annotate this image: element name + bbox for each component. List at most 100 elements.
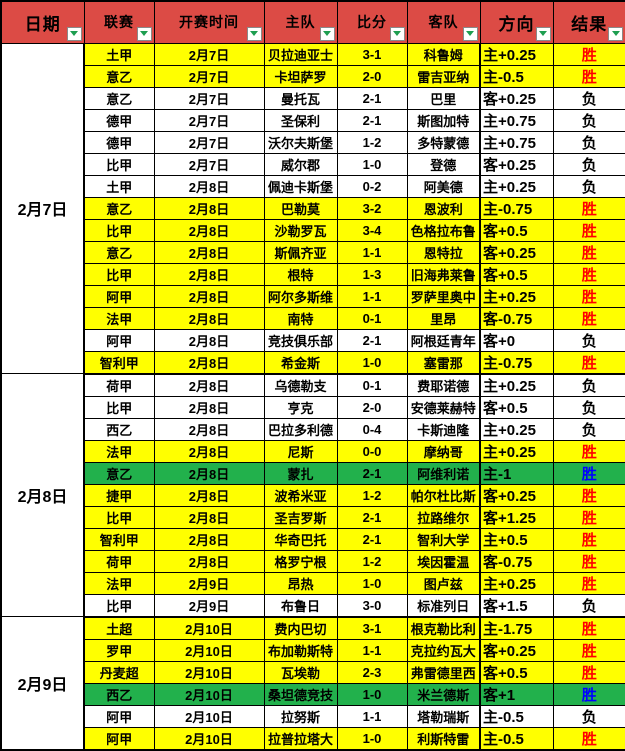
cell-home[interactable]: 蒙扎 — [263, 461, 338, 485]
cell-score[interactable]: 1-2 — [336, 549, 408, 573]
cell-league[interactable]: 比甲 — [83, 593, 155, 618]
cell-league[interactable]: 比甲 — [83, 395, 155, 419]
cell-result[interactable]: 负 — [552, 328, 625, 352]
cell-score[interactable]: 1-2 — [336, 483, 408, 507]
date-group-cell[interactable]: 2月9日 — [0, 616, 85, 750]
cell-direction[interactable]: 客+1.25 — [479, 505, 554, 529]
cell-score[interactable]: 2-0 — [336, 64, 408, 88]
column-header-result[interactable]: 结果 — [552, 0, 625, 44]
cell-score[interactable]: 1-1 — [336, 638, 408, 662]
cell-league[interactable]: 智利甲 — [83, 350, 155, 375]
cell-score[interactable]: 1-1 — [336, 284, 408, 308]
date-group-cell[interactable]: 2月8日 — [0, 373, 85, 617]
cell-result[interactable]: 胜 — [552, 505, 625, 529]
cell-away[interactable]: 旧海弗莱鲁 — [406, 262, 481, 286]
cell-home[interactable]: 沙勒罗瓦 — [263, 218, 338, 242]
filter-button-home[interactable] — [319, 26, 335, 41]
cell-league[interactable]: 比甲 — [83, 262, 155, 286]
cell-direction[interactable]: 主-0.75 — [479, 196, 554, 220]
cell-home[interactable]: 卡坦萨罗 — [263, 64, 338, 88]
cell-direction[interactable]: 主+0.25 — [479, 42, 554, 66]
cell-away[interactable]: 标准列日 — [406, 593, 481, 618]
cell-score[interactable]: 2-1 — [336, 328, 408, 352]
cell-league[interactable]: 意乙 — [83, 86, 155, 110]
cell-home[interactable]: 圣吉罗斯 — [263, 505, 338, 529]
cell-result[interactable]: 胜 — [552, 196, 625, 220]
cell-away[interactable]: 利斯特雷 — [406, 726, 481, 751]
cell-direction[interactable]: 客+0.25 — [479, 483, 554, 507]
cell-home[interactable]: 昂热 — [263, 571, 338, 595]
cell-direction[interactable]: 主+0.25 — [479, 417, 554, 441]
cell-score[interactable]: 2-1 — [336, 461, 408, 485]
cell-away[interactable]: 科鲁姆 — [406, 42, 481, 66]
cell-league[interactable]: 德甲 — [83, 108, 155, 132]
cell-result[interactable]: 胜 — [552, 439, 625, 463]
cell-home[interactable]: 佩迪卡斯堡 — [263, 174, 338, 198]
cell-away[interactable]: 阿根廷青年 — [406, 328, 481, 352]
cell-score[interactable]: 3-0 — [336, 593, 408, 618]
cell-home[interactable]: 波希米亚 — [263, 483, 338, 507]
cell-score[interactable]: 2-1 — [336, 527, 408, 551]
cell-league[interactable]: 荷甲 — [83, 373, 155, 397]
cell-score[interactable]: 2-1 — [336, 505, 408, 529]
cell-direction[interactable]: 客-0.75 — [479, 306, 554, 330]
cell-away[interactable]: 斯图加特 — [406, 108, 481, 132]
cell-time[interactable]: 2月8日 — [153, 306, 265, 330]
cell-time[interactable]: 2月8日 — [153, 218, 265, 242]
cell-league[interactable]: 土超 — [83, 616, 155, 640]
cell-away[interactable]: 登德 — [406, 152, 481, 176]
cell-result[interactable]: 胜 — [552, 350, 625, 375]
cell-time[interactable]: 2月8日 — [153, 350, 265, 375]
cell-direction[interactable]: 主+0.25 — [479, 571, 554, 595]
cell-score[interactable]: 2-3 — [336, 660, 408, 684]
cell-direction[interactable]: 主-0.5 — [479, 726, 554, 751]
cell-time[interactable]: 2月10日 — [153, 638, 265, 662]
cell-league[interactable]: 丹麦超 — [83, 660, 155, 684]
cell-direction[interactable]: 客+0 — [479, 328, 554, 352]
cell-result[interactable]: 负 — [552, 152, 625, 176]
cell-away[interactable]: 智利大学 — [406, 527, 481, 551]
cell-away[interactable]: 埃因霍温 — [406, 549, 481, 573]
cell-result[interactable]: 胜 — [552, 240, 625, 264]
cell-away[interactable]: 恩特拉 — [406, 240, 481, 264]
cell-time[interactable]: 2月8日 — [153, 328, 265, 352]
cell-away[interactable]: 米兰德斯 — [406, 682, 481, 706]
cell-league[interactable]: 智利甲 — [83, 527, 155, 551]
cell-league[interactable]: 德甲 — [83, 130, 155, 154]
column-header-direction[interactable]: 方向 — [479, 0, 554, 44]
filter-button-result[interactable] — [608, 26, 623, 41]
cell-home[interactable]: 根特 — [263, 262, 338, 286]
cell-result[interactable]: 胜 — [552, 660, 625, 684]
cell-league[interactable]: 法甲 — [83, 439, 155, 463]
cell-score[interactable]: 3-2 — [336, 196, 408, 220]
cell-time[interactable]: 2月8日 — [153, 461, 265, 485]
cell-score[interactable]: 2-0 — [336, 395, 408, 419]
cell-time[interactable]: 2月8日 — [153, 483, 265, 507]
cell-result[interactable]: 负 — [552, 704, 625, 728]
cell-result[interactable]: 胜 — [552, 461, 625, 485]
cell-league[interactable]: 比甲 — [83, 505, 155, 529]
cell-time[interactable]: 2月8日 — [153, 174, 265, 198]
cell-direction[interactable]: 主-0.5 — [479, 64, 554, 88]
cell-result[interactable]: 负 — [552, 174, 625, 198]
cell-result[interactable]: 负 — [552, 86, 625, 110]
cell-direction[interactable]: 客+0.5 — [479, 262, 554, 286]
cell-home[interactable]: 希金斯 — [263, 350, 338, 375]
cell-direction[interactable]: 主-0.75 — [479, 350, 554, 375]
filter-button-direction[interactable] — [535, 26, 551, 41]
cell-league[interactable]: 阿甲 — [83, 328, 155, 352]
cell-result[interactable]: 胜 — [552, 284, 625, 308]
cell-league[interactable]: 罗甲 — [83, 638, 155, 662]
cell-time[interactable]: 2月8日 — [153, 505, 265, 529]
cell-time[interactable]: 2月7日 — [153, 152, 265, 176]
cell-league[interactable]: 捷甲 — [83, 483, 155, 507]
cell-result[interactable]: 胜 — [552, 527, 625, 551]
cell-time[interactable]: 2月8日 — [153, 196, 265, 220]
cell-direction[interactable]: 客+0.5 — [479, 395, 554, 419]
cell-time[interactable]: 2月8日 — [153, 439, 265, 463]
cell-league[interactable]: 土甲 — [83, 42, 155, 66]
cell-score[interactable]: 1-2 — [336, 130, 408, 154]
column-header-date[interactable]: 日期 — [0, 0, 85, 44]
cell-result[interactable]: 胜 — [552, 549, 625, 573]
cell-score[interactable]: 1-1 — [336, 704, 408, 728]
